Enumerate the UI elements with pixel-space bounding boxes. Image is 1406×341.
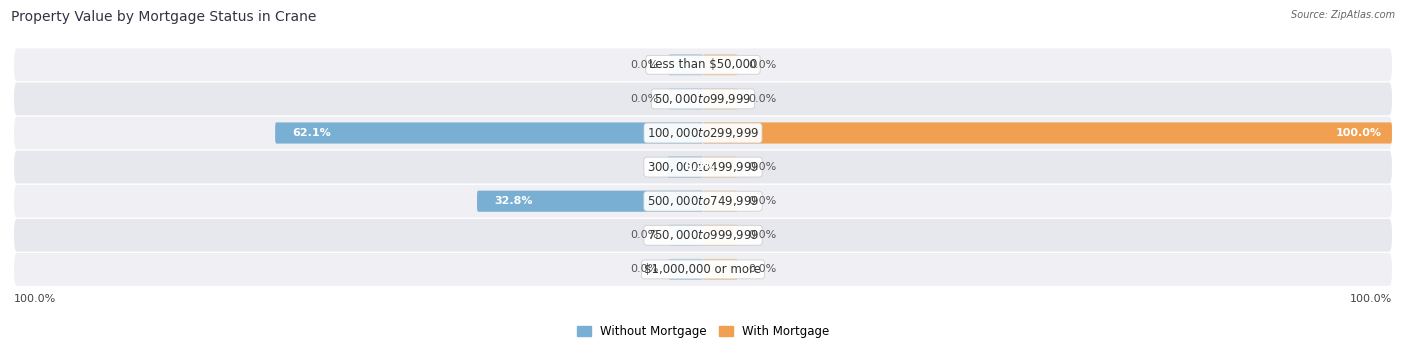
Text: 32.8%: 32.8% xyxy=(495,196,533,206)
FancyBboxPatch shape xyxy=(14,185,1392,218)
Text: 0.0%: 0.0% xyxy=(748,264,776,275)
FancyBboxPatch shape xyxy=(14,253,1392,286)
FancyBboxPatch shape xyxy=(669,259,703,280)
Text: Source: ZipAtlas.com: Source: ZipAtlas.com xyxy=(1291,10,1395,20)
Text: 100.0%: 100.0% xyxy=(14,294,56,304)
FancyBboxPatch shape xyxy=(276,122,703,144)
FancyBboxPatch shape xyxy=(477,191,703,212)
FancyBboxPatch shape xyxy=(669,54,703,75)
Text: 0.0%: 0.0% xyxy=(748,196,776,206)
Text: $100,000 to $299,999: $100,000 to $299,999 xyxy=(647,126,759,140)
Text: Less than $50,000: Less than $50,000 xyxy=(648,58,758,71)
Text: 0.0%: 0.0% xyxy=(630,94,658,104)
Text: 5.2%: 5.2% xyxy=(685,162,716,172)
Text: 100.0%: 100.0% xyxy=(1350,294,1392,304)
Text: 0.0%: 0.0% xyxy=(748,162,776,172)
Text: 0.0%: 0.0% xyxy=(630,230,658,240)
Text: 0.0%: 0.0% xyxy=(748,94,776,104)
FancyBboxPatch shape xyxy=(703,54,738,75)
Text: 100.0%: 100.0% xyxy=(1336,128,1382,138)
FancyBboxPatch shape xyxy=(703,157,738,178)
FancyBboxPatch shape xyxy=(669,225,703,246)
FancyBboxPatch shape xyxy=(14,48,1392,81)
FancyBboxPatch shape xyxy=(14,219,1392,252)
Text: 0.0%: 0.0% xyxy=(630,264,658,275)
Text: $750,000 to $999,999: $750,000 to $999,999 xyxy=(647,228,759,242)
FancyBboxPatch shape xyxy=(668,157,703,178)
Text: $300,000 to $499,999: $300,000 to $499,999 xyxy=(647,160,759,174)
FancyBboxPatch shape xyxy=(14,151,1392,183)
FancyBboxPatch shape xyxy=(703,259,738,280)
Legend: Without Mortgage, With Mortgage: Without Mortgage, With Mortgage xyxy=(572,321,834,341)
Text: Property Value by Mortgage Status in Crane: Property Value by Mortgage Status in Cra… xyxy=(11,10,316,24)
FancyBboxPatch shape xyxy=(703,191,738,212)
FancyBboxPatch shape xyxy=(703,225,738,246)
FancyBboxPatch shape xyxy=(14,117,1392,149)
Text: 0.0%: 0.0% xyxy=(748,60,776,70)
FancyBboxPatch shape xyxy=(703,122,1392,144)
FancyBboxPatch shape xyxy=(703,88,738,109)
FancyBboxPatch shape xyxy=(14,83,1392,115)
FancyBboxPatch shape xyxy=(669,88,703,109)
Text: 0.0%: 0.0% xyxy=(748,230,776,240)
Text: 62.1%: 62.1% xyxy=(292,128,332,138)
Text: $1,000,000 or more: $1,000,000 or more xyxy=(644,263,762,276)
Text: 0.0%: 0.0% xyxy=(630,60,658,70)
Text: $500,000 to $749,999: $500,000 to $749,999 xyxy=(647,194,759,208)
Text: $50,000 to $99,999: $50,000 to $99,999 xyxy=(654,92,752,106)
